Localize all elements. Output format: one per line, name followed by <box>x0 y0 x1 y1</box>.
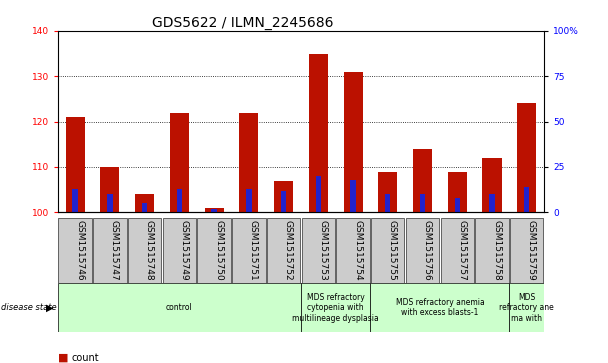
Text: GSM1515746: GSM1515746 <box>75 220 84 281</box>
Bar <box>489 194 495 212</box>
Bar <box>316 176 321 212</box>
FancyBboxPatch shape <box>475 218 509 283</box>
Text: GSM1515752: GSM1515752 <box>283 220 292 281</box>
FancyBboxPatch shape <box>441 218 474 283</box>
Text: ■: ■ <box>58 352 68 363</box>
FancyBboxPatch shape <box>302 218 335 283</box>
Bar <box>170 113 189 212</box>
FancyBboxPatch shape <box>336 218 370 283</box>
Bar <box>524 187 530 212</box>
Text: control: control <box>166 303 193 312</box>
Text: GSM1515747: GSM1515747 <box>110 220 119 281</box>
Text: GSM1515749: GSM1515749 <box>179 220 188 281</box>
FancyBboxPatch shape <box>267 218 300 283</box>
FancyBboxPatch shape <box>58 218 92 283</box>
FancyBboxPatch shape <box>232 218 266 283</box>
Bar <box>274 180 293 212</box>
FancyBboxPatch shape <box>510 218 544 283</box>
Bar <box>517 103 536 212</box>
Text: GSM1515759: GSM1515759 <box>527 220 536 281</box>
Bar <box>420 194 425 212</box>
FancyBboxPatch shape <box>128 218 161 283</box>
FancyBboxPatch shape <box>198 218 231 283</box>
Bar <box>309 53 328 212</box>
Bar <box>240 113 258 212</box>
Text: GSM1515753: GSM1515753 <box>319 220 327 281</box>
Title: GDS5622 / ILMN_2245686: GDS5622 / ILMN_2245686 <box>152 16 333 30</box>
Bar <box>204 208 224 212</box>
Bar <box>212 209 217 212</box>
Text: ▶: ▶ <box>46 303 53 313</box>
Text: GSM1515751: GSM1515751 <box>249 220 258 281</box>
FancyBboxPatch shape <box>93 218 126 283</box>
Bar <box>281 191 286 212</box>
FancyBboxPatch shape <box>510 283 544 332</box>
FancyBboxPatch shape <box>301 283 370 332</box>
Bar <box>107 194 112 212</box>
Text: GSM1515758: GSM1515758 <box>492 220 501 281</box>
Text: GSM1515748: GSM1515748 <box>145 220 154 281</box>
Bar <box>246 189 252 212</box>
FancyBboxPatch shape <box>370 283 510 332</box>
Text: GSM1515757: GSM1515757 <box>457 220 466 281</box>
Bar <box>135 194 154 212</box>
Bar <box>483 158 502 212</box>
Bar <box>455 198 460 212</box>
FancyBboxPatch shape <box>371 218 404 283</box>
Bar <box>385 194 390 212</box>
Bar <box>350 180 356 212</box>
Bar <box>447 171 467 212</box>
Text: count: count <box>72 352 99 363</box>
Bar <box>378 171 398 212</box>
Bar <box>177 189 182 212</box>
Text: GSM1515755: GSM1515755 <box>388 220 397 281</box>
Bar <box>100 167 119 212</box>
Text: MDS refractory anemia
with excess blasts-1: MDS refractory anemia with excess blasts… <box>396 298 485 317</box>
Text: GSM1515750: GSM1515750 <box>214 220 223 281</box>
Bar <box>142 203 147 212</box>
Bar <box>72 189 78 212</box>
Text: GSM1515756: GSM1515756 <box>423 220 432 281</box>
Text: MDS refractory
cytopenia with
multilineage dysplasia: MDS refractory cytopenia with multilinea… <box>292 293 379 323</box>
Text: MDS
refractory ane
ma with: MDS refractory ane ma with <box>499 293 554 323</box>
Text: GSM1515754: GSM1515754 <box>353 220 362 281</box>
Text: disease state: disease state <box>1 303 56 312</box>
Bar <box>66 117 85 212</box>
FancyBboxPatch shape <box>163 218 196 283</box>
Bar <box>413 149 432 212</box>
FancyBboxPatch shape <box>58 283 301 332</box>
Bar <box>344 72 362 212</box>
FancyBboxPatch shape <box>406 218 439 283</box>
